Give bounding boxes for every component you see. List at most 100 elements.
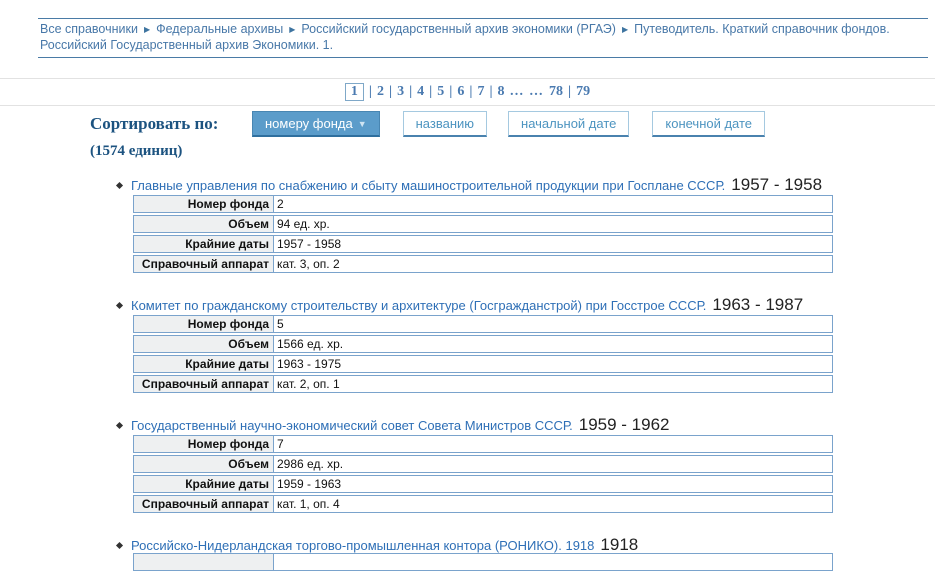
table-row: Крайние даты 1959 - 1963 [133, 475, 833, 493]
field-value: 1566 ед. хр. [277, 337, 344, 351]
field-label: Объем [134, 336, 274, 352]
pagination-separator: | [368, 84, 372, 99]
fond-list: Главные управления по снабжению и сбыту … [0, 175, 935, 571]
field-value: кат. 1, оп. 4 [277, 497, 340, 511]
field-label: Крайние даты [134, 476, 274, 492]
list-item: Государственный научно-экономический сов… [0, 415, 935, 513]
fond-title-row: Российско-Нидерландская торгово-промышле… [115, 535, 935, 554]
field-value: 1959 - 1963 [277, 477, 342, 491]
field-value: 7 [277, 437, 284, 451]
fond-title-row: Главные управления по снабжению и сбыту … [115, 175, 935, 194]
fond-title-link[interactable]: Российско-Нидерландская торгово-промышле… [131, 538, 595, 553]
sort-button-end-date[interactable]: конечной дате [652, 111, 766, 137]
pagination-separator: | [469, 84, 473, 99]
page-link-5[interactable]: 5 [437, 84, 445, 99]
fond-table: Номер фонда 7 Объем 2986 ед. хр. Крайние… [133, 435, 833, 513]
fond-years: 1963 - 1987 [712, 295, 804, 314]
breadcrumb-item-federal-archives[interactable]: Федеральные архивы [156, 22, 284, 36]
pagination-ellipsis: … … [509, 84, 545, 99]
table-row: Объем 2986 ед. хр. [133, 455, 833, 473]
field-value: кат. 2, оп. 1 [277, 377, 340, 391]
field-value: 5 [277, 317, 284, 331]
fond-table: Номер фонда 5 Объем 1566 ед. хр. Крайние… [133, 315, 833, 393]
field-label: Объем [134, 456, 274, 472]
field-label: Крайние даты [134, 236, 274, 252]
fond-title-row: Государственный научно-экономический сов… [115, 415, 935, 434]
field-value: 1963 - 1975 [277, 357, 342, 371]
page-link-79[interactable]: 79 [576, 84, 591, 99]
fond-title-link[interactable]: Главные управления по снабжению и сбыту … [131, 178, 726, 193]
table-row: Крайние даты 1957 - 1958 [133, 235, 833, 253]
sort-button-start-date[interactable]: начальной дате [508, 111, 630, 137]
chevron-down-icon: ▼ [357, 119, 367, 129]
table-row [133, 553, 833, 571]
fond-title-link[interactable]: Государственный научно-экономический сов… [131, 418, 573, 433]
page-link-7[interactable]: 7 [477, 84, 485, 99]
field-value: кат. 3, оп. 2 [277, 257, 340, 271]
table-row: Объем 1566 ед. хр. [133, 335, 833, 353]
table-row: Крайние даты 1963 - 1975 [133, 355, 833, 373]
field-label: Объем [134, 216, 274, 232]
pagination-separator: | [449, 84, 453, 99]
page-link-2[interactable]: 2 [376, 84, 384, 99]
page-link-3[interactable]: 3 [397, 84, 405, 99]
breadcrumb-arrow-icon: ▶ [143, 25, 151, 34]
sort-button-title[interactable]: названию [402, 111, 488, 137]
page-link-8[interactable]: 8 [497, 84, 505, 99]
sort-label: Сортировать по: [90, 114, 219, 133]
page-link-4[interactable]: 4 [417, 84, 425, 99]
pagination-separator: | [568, 84, 572, 99]
field-value [274, 554, 832, 570]
pagination-separator: | [429, 84, 433, 99]
field-label: Номер фонда [134, 436, 274, 452]
breadcrumb-arrow-icon: ▶ [289, 25, 296, 34]
field-label: Номер фонда [134, 316, 274, 332]
pagination: 1 | 2 | 3 | 4 | 5 | 6 | 7 | 8 … … 78 | 79 [0, 78, 935, 106]
field-label: Номер фонда [134, 196, 274, 212]
breadcrumb-item-rgae[interactable]: Российский государственный архив экономи… [301, 22, 616, 36]
breadcrumb-item-guide[interactable]: Путеводитель. Краткий справочник фондов.… [40, 22, 890, 52]
pagination-separator: | [489, 84, 493, 99]
field-label: Справочный аппарат [134, 496, 274, 512]
sort-controls: Сортировать по: номеру фонда ▼ названию н… [90, 111, 935, 137]
table-row: Справочный аппарат кат. 2, оп. 1 [133, 375, 833, 393]
field-value: 1957 - 1958 [277, 237, 342, 251]
bullet-icon [115, 421, 124, 430]
table-row: Номер фонда 7 [133, 435, 833, 453]
field-value: 2986 ед. хр. [277, 457, 344, 471]
fond-years: 1959 - 1962 [578, 415, 670, 434]
table-row: Номер фонда 2 [133, 195, 833, 213]
table-row: Номер фонда 5 [133, 315, 833, 333]
table-row: Справочный аппарат кат. 1, оп. 4 [133, 495, 833, 513]
table-row: Справочный аппарат кат. 3, оп. 2 [133, 255, 833, 273]
field-label: Справочный аппарат [134, 376, 274, 392]
fond-title-link[interactable]: Комитет по гражданскому строительству и … [131, 298, 707, 313]
pagination-separator: | [388, 84, 393, 99]
bullet-icon [115, 181, 124, 190]
list-item: Российско-Нидерландская торгово-промышле… [0, 535, 935, 571]
results-count: (1574 единиц) [90, 143, 183, 159]
fond-title-row: Комитет по гражданскому строительству и … [115, 295, 935, 314]
page-link-6[interactable]: 6 [457, 84, 465, 99]
pagination-separator: | [409, 84, 413, 99]
field-label [134, 554, 274, 570]
breadcrumb-item-all-directories[interactable]: Все справочники [40, 22, 138, 36]
sort-button-fond-number[interactable]: номеру фонда ▼ [252, 111, 380, 137]
fond-table [133, 553, 833, 571]
page-current: 1 [344, 83, 364, 101]
fond-table: Номер фонда 2 Объем 94 ед. хр. Крайние д… [133, 195, 833, 273]
fond-years: 1957 - 1958 [731, 175, 823, 194]
breadcrumb-arrow-icon: ▶ [621, 25, 629, 34]
fond-years: 1918 [600, 535, 639, 554]
field-label: Справочный аппарат [134, 256, 274, 272]
field-label: Крайние даты [134, 356, 274, 372]
table-row: Объем 94 ед. хр. [133, 215, 833, 233]
field-value: 94 ед. хр. [277, 217, 330, 231]
field-value: 2 [277, 197, 284, 211]
breadcrumb: Все справочники ▶ Федеральные архивы ▶ Росси… [38, 18, 928, 58]
list-item: Комитет по гражданскому строительству и … [0, 295, 935, 393]
list-item: Главные управления по снабжению и сбыту … [0, 175, 935, 273]
sort-button-fond-number-label: номеру фонда [265, 116, 353, 131]
bullet-icon [115, 301, 124, 310]
page-link-78[interactable]: 78 [549, 84, 564, 99]
